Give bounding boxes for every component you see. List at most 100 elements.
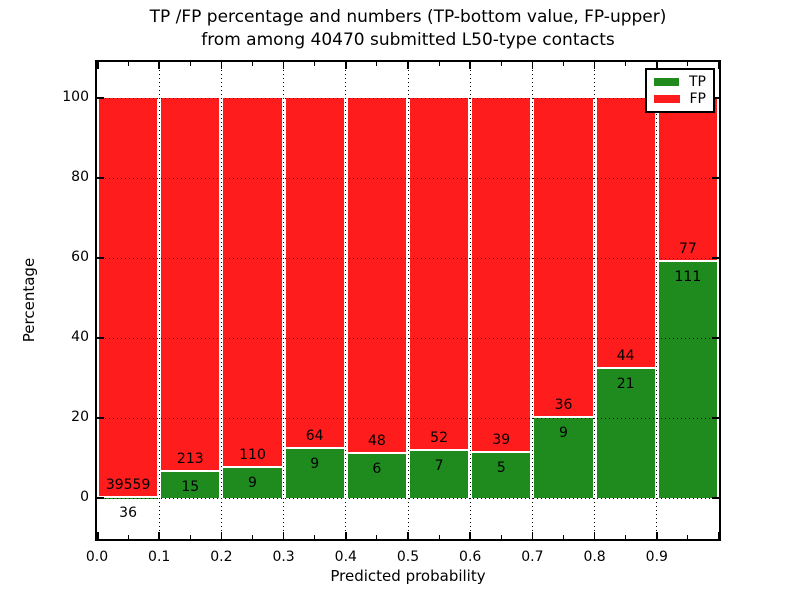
fp-count-label-0.0-0.1: 39559 xyxy=(105,476,151,493)
tp-bar-0.3-0.4 xyxy=(285,448,344,498)
tp-legend-label: TP xyxy=(689,74,706,91)
tp-bar-0.1-0.2 xyxy=(161,471,220,498)
tp-count-label-0.4-0.5: 6 xyxy=(372,460,382,477)
x-minor-tick-top xyxy=(438,62,440,66)
x-tick-label-0.8: 0.8 xyxy=(583,549,606,565)
fp-bar-0.0-0.1 xyxy=(99,98,158,498)
x-major-tick xyxy=(656,532,658,539)
x-tick-label-0.6: 0.6 xyxy=(459,549,482,565)
fp-count-label-0.3-0.4: 64 xyxy=(305,427,324,444)
y-tick-label-40: 40 xyxy=(71,329,89,345)
fp-legend-swatch xyxy=(654,94,680,103)
y-tick xyxy=(97,497,104,499)
x-major-tick xyxy=(97,532,99,539)
v-gridline-0.1 xyxy=(158,62,160,539)
fp-count-label-0.9-1.0: 77 xyxy=(678,240,697,257)
y-tick xyxy=(97,257,104,259)
y-tick-label-20: 20 xyxy=(71,409,89,425)
x-tick-label-0.9: 0.9 xyxy=(645,549,668,565)
x-minor-tick-top xyxy=(687,62,689,66)
x-minor-tick xyxy=(687,535,689,539)
h-gridline-40 xyxy=(97,337,719,339)
x-minor-tick xyxy=(252,535,253,539)
y-tick-right xyxy=(712,497,719,499)
x-minor-tick-top xyxy=(500,62,502,66)
tp-legend-swatch xyxy=(654,78,679,87)
v-gridline-0.8 xyxy=(594,62,596,539)
v-gridline-0.2 xyxy=(220,62,222,539)
fp-bar-0.8-0.9 xyxy=(596,98,655,369)
x-major-tick xyxy=(220,532,223,539)
x-major-tick-top xyxy=(407,62,409,69)
tp-count-label-0.7-0.8: 9 xyxy=(559,425,568,441)
x-tick-label-0.7: 0.7 xyxy=(521,549,544,565)
x-minor-tick xyxy=(189,535,191,539)
x-minor-tick-top xyxy=(314,62,316,66)
x-minor-tick xyxy=(314,535,316,539)
tp-count-label-0.1-0.2: 15 xyxy=(181,478,200,495)
x-tick-label-0.3: 0.3 xyxy=(272,549,295,565)
x-minor-tick-top xyxy=(127,62,129,66)
x-minor-tick xyxy=(376,535,378,539)
y-tick xyxy=(97,97,104,99)
fp-bar-0.5-0.6 xyxy=(410,98,469,451)
x-axis-label: Predicted probability xyxy=(330,567,486,585)
x-tick-label-0.0: 0.0 xyxy=(85,549,109,565)
y-axis-label: Percentage xyxy=(20,257,38,343)
v-gridline-0.6 xyxy=(469,62,471,539)
chart-title-line1: TP /FP percentage and numbers (TP-bottom… xyxy=(149,7,667,27)
tp-count-label-0.5-0.6: 7 xyxy=(434,457,444,474)
h-gridline-20 xyxy=(97,417,719,419)
h-gridline-60 xyxy=(97,257,719,259)
x-tick-label-0.4: 0.4 xyxy=(334,549,357,565)
x-major-tick-top xyxy=(345,62,347,69)
v-gridline-0.4 xyxy=(345,62,347,539)
x-minor-tick xyxy=(625,535,627,539)
x-minor-tick-top xyxy=(625,62,627,66)
chart-title-line2: from among 40470 submitted L50-type cont… xyxy=(201,30,615,50)
x-minor-tick-top xyxy=(563,62,564,66)
plot-area: TP FP 0.0 0.1 0.2 0.3 0.4 0.5 0.6 0.7 0.8 0.9 0 20 4… xyxy=(62,60,721,565)
y-tick-label-80: 80 xyxy=(71,169,89,185)
x-tick-label-0.1: 0.1 xyxy=(148,549,171,565)
x-tick-label-0.2: 0.2 xyxy=(210,549,233,565)
x-major-tick-top xyxy=(469,62,471,69)
v-gridline-0.5 xyxy=(407,62,409,539)
tp-bar-0.5-0.6 xyxy=(410,450,469,498)
h-gridline-80 xyxy=(97,177,719,179)
y-tick xyxy=(97,417,104,419)
fp-count-label-0.8-0.9: 44 xyxy=(616,347,635,364)
y-tick-label-0: 0 xyxy=(80,489,89,505)
x-minor-tick-top xyxy=(189,62,191,66)
x-major-tick-top xyxy=(656,62,658,69)
tp-count-label-0.6-0.7: 5 xyxy=(496,459,506,476)
x-major-tick xyxy=(717,532,719,539)
x-major-tick-top xyxy=(717,62,719,69)
tp-count-label-0.2-0.3: 9 xyxy=(248,474,257,491)
y-tick-right xyxy=(712,417,719,419)
fp-count-label-0.6-0.7: 39 xyxy=(492,431,511,448)
x-major-tick-top xyxy=(97,62,99,69)
tp-count-label-0.0-0.1: 36 xyxy=(119,504,138,521)
y-tick xyxy=(97,337,104,339)
tp-bar-0.6-0.7 xyxy=(472,452,531,498)
x-tick-label-0.5: 0.5 xyxy=(396,549,420,565)
tp-bar-0.8-0.9 xyxy=(596,368,655,498)
fp-count-label-0.1-0.2: 213 xyxy=(176,450,204,467)
x-major-tick xyxy=(593,532,596,539)
x-major-tick xyxy=(158,532,160,539)
fp-bar-0.1-0.2 xyxy=(161,98,220,472)
x-minor-tick xyxy=(438,535,440,539)
chart-title: TP /FP percentage and numbers (TP-bottom… xyxy=(97,6,719,52)
fp-count-label-0.4-0.5: 48 xyxy=(367,432,386,449)
y-tick-right xyxy=(712,177,719,179)
fp-bar-0.9-1.0 xyxy=(658,98,717,262)
h-gridline-100 xyxy=(97,97,719,99)
y-tick-right xyxy=(712,97,719,99)
x-major-tick xyxy=(531,532,534,539)
fp-count-label-0.5-0.6: 52 xyxy=(430,429,449,446)
x-major-tick xyxy=(407,532,409,539)
fp-bar-0.4-0.5 xyxy=(347,98,406,454)
tp-bar-0.7-0.8 xyxy=(534,418,593,498)
x-major-tick xyxy=(345,532,347,539)
